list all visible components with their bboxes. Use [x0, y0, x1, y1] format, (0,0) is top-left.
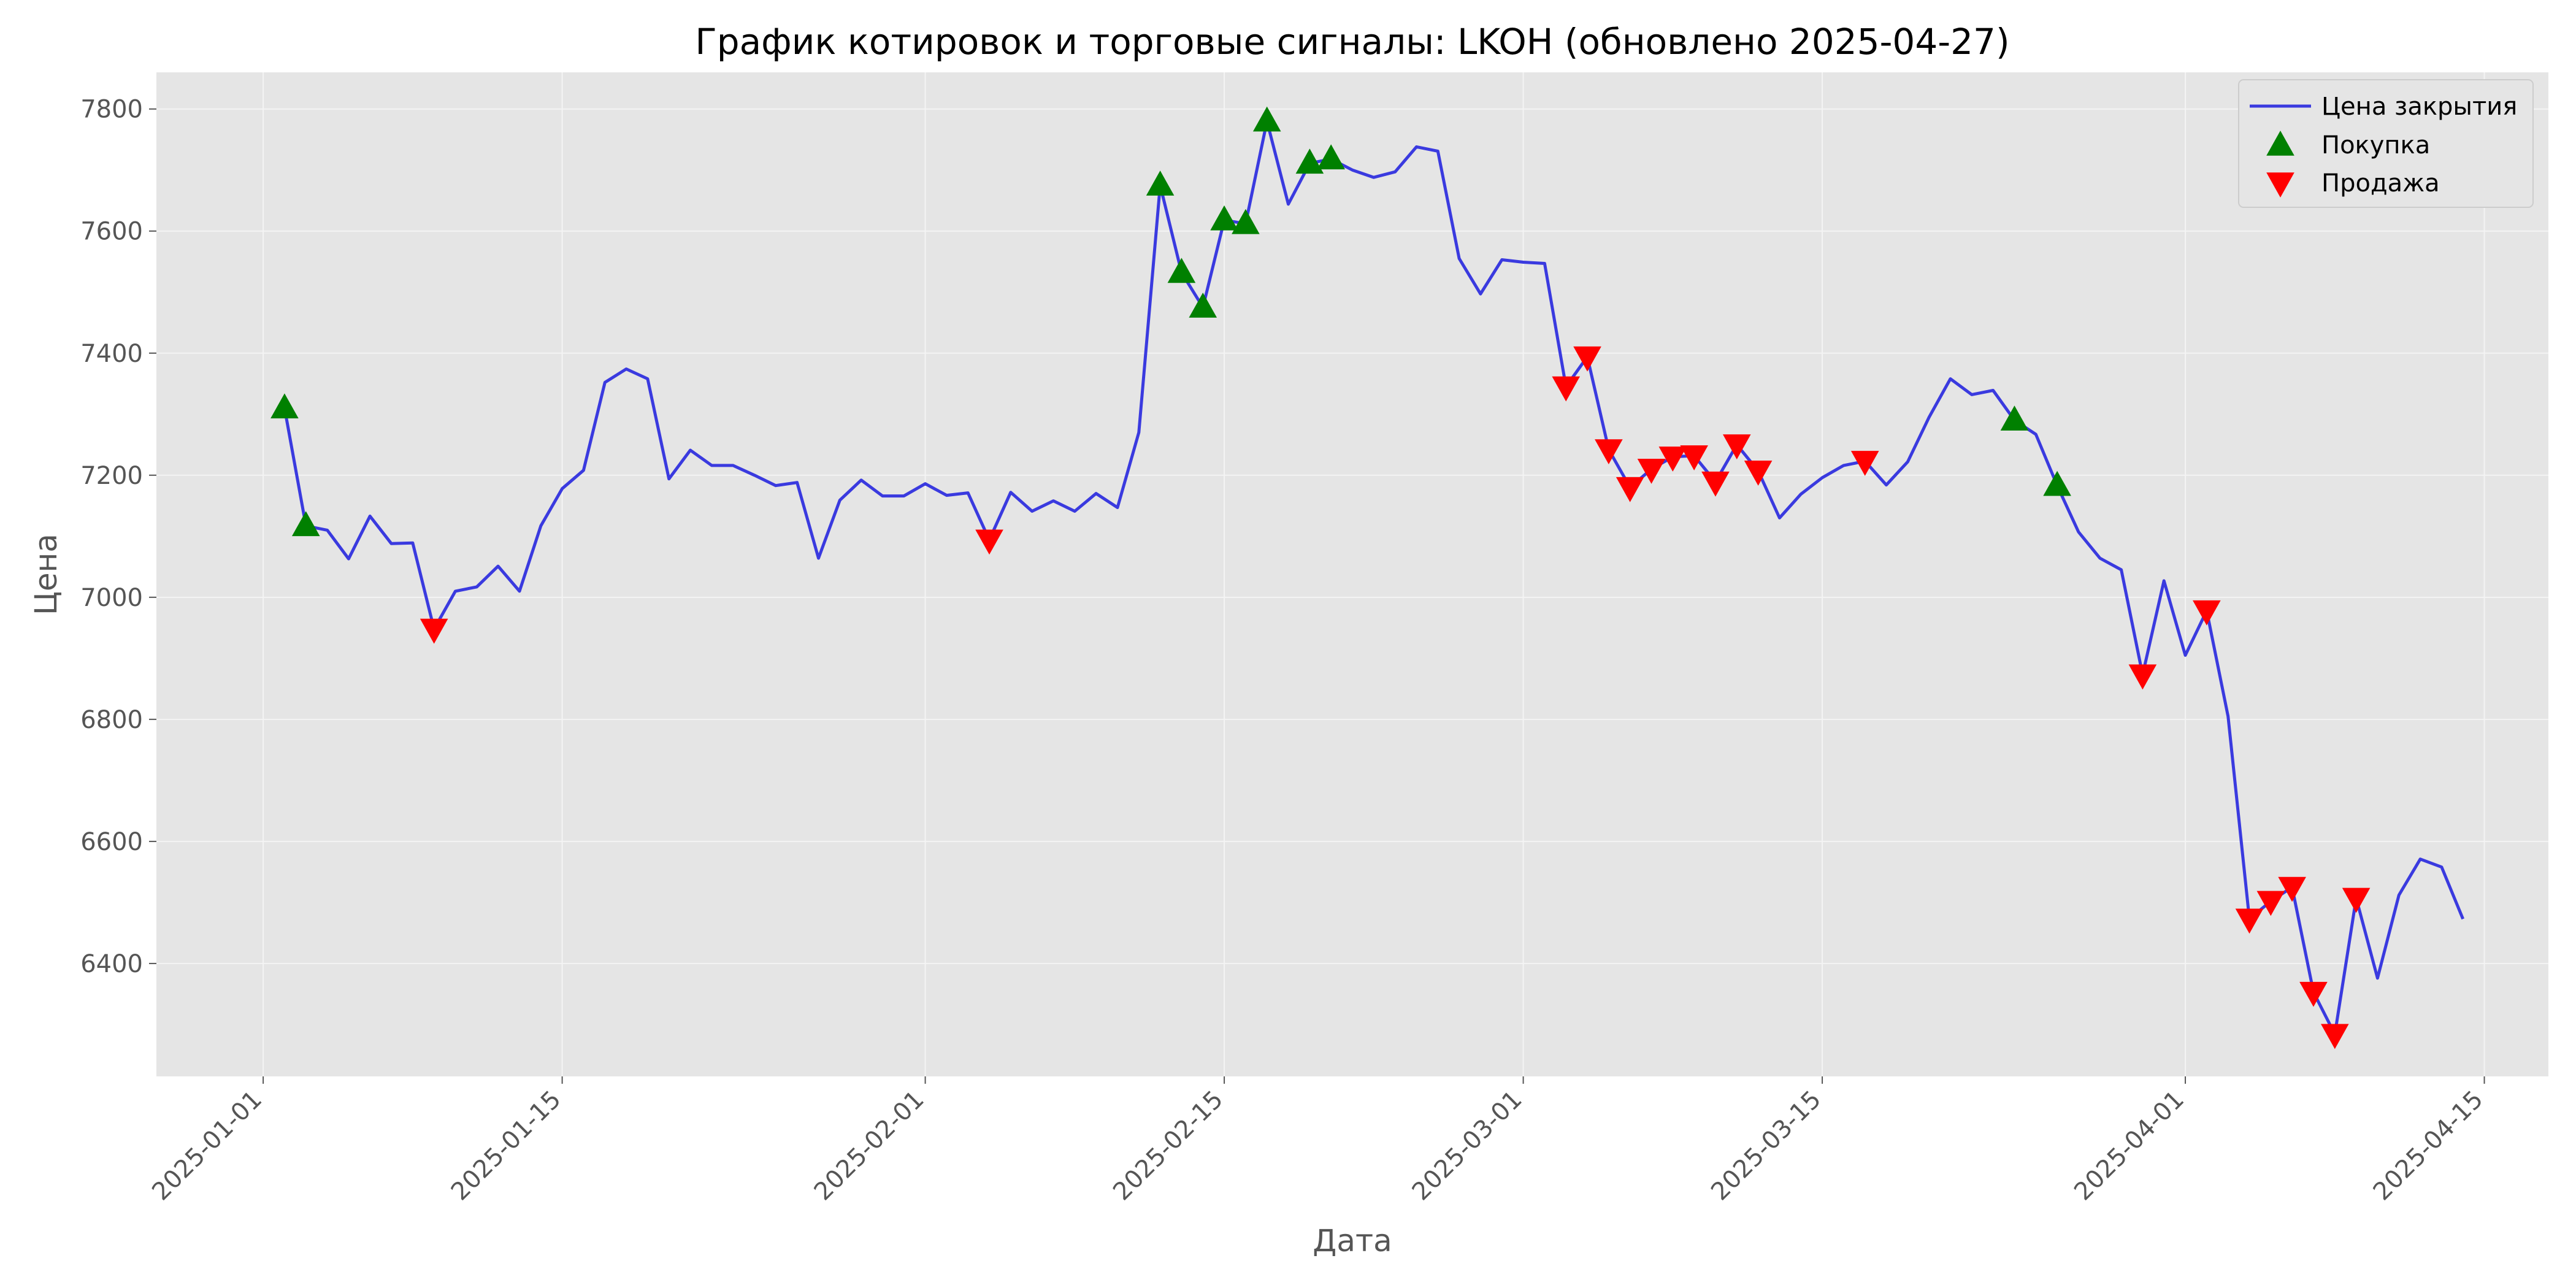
x-axis-label: Дата — [1313, 1223, 1392, 1259]
sell-signal-marker — [2299, 981, 2328, 1007]
buy-signal-marker — [1317, 144, 1345, 170]
sell-signal-marker — [2128, 664, 2157, 690]
y-axis-ticks: 6400 6600 6800 7000 7200 7400 7600 7800 — [80, 96, 156, 978]
sell-signal-marker — [2235, 908, 2264, 934]
buy-signal-marker — [1295, 148, 1324, 174]
legend: Цена закрытия Покупка Продажа — [2238, 79, 2534, 208]
legend-sell-marker — [2266, 172, 2294, 197]
sell-signal-marker — [1744, 461, 1773, 486]
sell-signal-marker — [1658, 447, 1687, 472]
y-tick-label: 7600 — [80, 218, 143, 246]
plot-area — [156, 72, 2548, 1076]
sell-signal-marker — [975, 529, 1003, 555]
y-tick-label: 7400 — [80, 340, 143, 368]
buy-signal-marker — [270, 393, 299, 419]
series-layer — [270, 106, 2465, 1049]
y-tick-label: 7800 — [80, 96, 143, 124]
chart-title: График котировок и торговые сигналы: LKO… — [695, 21, 2009, 63]
y-tick-label: 7200 — [80, 462, 143, 490]
sell-signal-marker — [1573, 346, 1601, 372]
sell-signal-marker — [2342, 887, 2371, 913]
buy-signal-marker — [2000, 405, 2029, 431]
grid-lines — [156, 72, 2548, 1076]
sell-signal-marker — [1701, 471, 1730, 497]
y-tick-label: 6400 — [80, 950, 143, 978]
buy-signal-marker — [291, 511, 320, 537]
sell-signal-marker — [1552, 376, 1581, 402]
buy-signal-marker — [1210, 205, 1238, 231]
buy-signal-marker — [1232, 209, 1260, 234]
sell-signal-marker — [2193, 600, 2221, 626]
buy-signal-marker — [1167, 258, 1196, 283]
sell-signal-marker — [1850, 451, 1879, 476]
y-tick-label: 6600 — [80, 828, 143, 856]
sell-signal-marker — [2320, 1024, 2349, 1049]
sell-signal-marker — [1616, 477, 1644, 502]
legend-label-sell: Продажа — [2321, 169, 2440, 197]
sell-signal-marker — [420, 618, 448, 644]
buy-signal-marker — [1146, 171, 1175, 196]
buy-signal-marker — [2043, 470, 2071, 496]
legend-label-close: Цена закрытия — [2321, 93, 2517, 121]
close-price-line — [283, 120, 2465, 1036]
legend-label-buy: Покупка — [2321, 131, 2430, 159]
sell-signal-marker — [1595, 439, 1623, 464]
legend-buy-marker — [2266, 131, 2294, 156]
sell-signal-marker — [1680, 445, 1708, 470]
sell-signal-marker — [1637, 459, 1666, 484]
sell-signal-marker — [1722, 434, 1751, 460]
buy-signal-marker — [1252, 106, 1281, 132]
legend-box — [2238, 79, 2534, 208]
y-tick-label: 6800 — [80, 706, 143, 734]
sell-signal-marker — [2278, 876, 2306, 902]
sell-signal-marker — [2256, 891, 2285, 916]
y-tick-label: 7000 — [80, 584, 143, 612]
y-axis-label: Цена — [28, 534, 64, 615]
buy-signal-marker — [1189, 293, 1217, 318]
